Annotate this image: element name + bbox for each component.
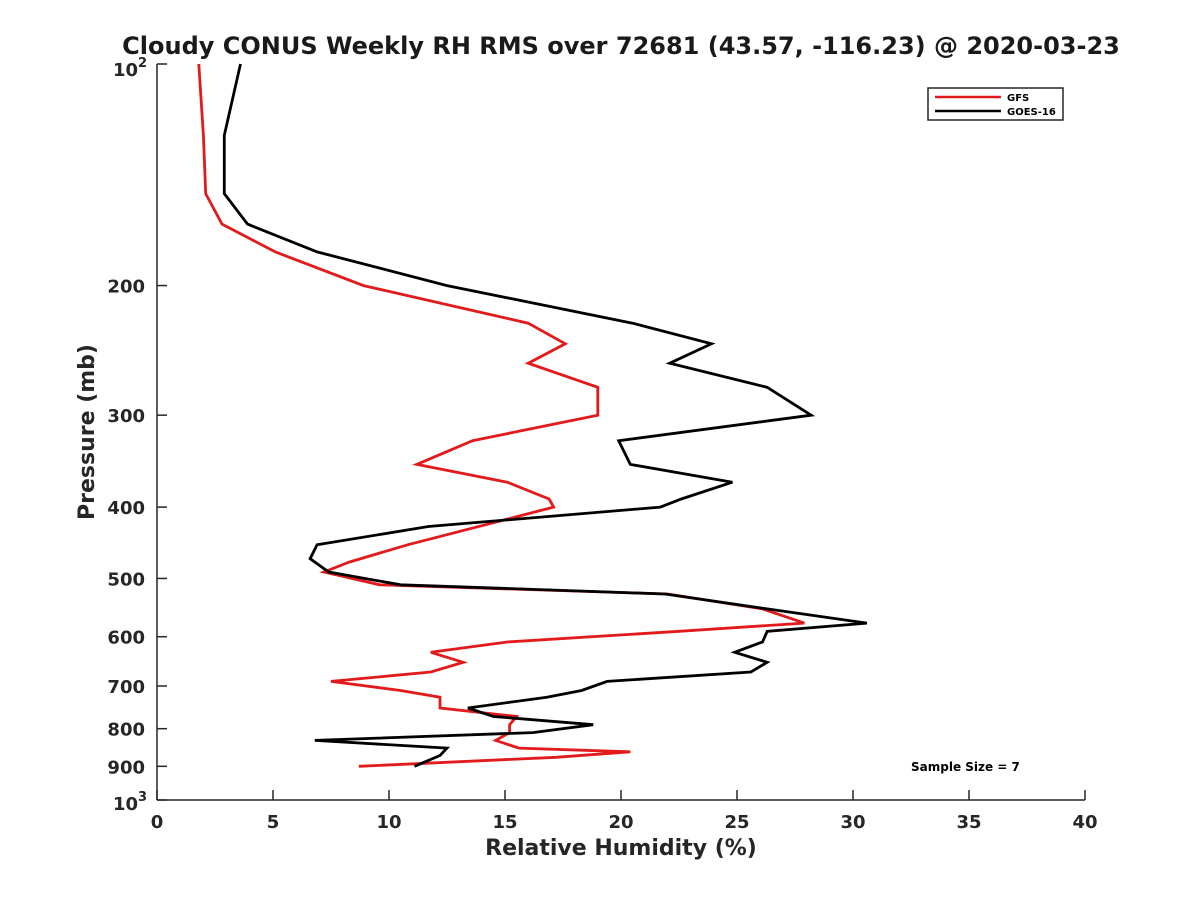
y-tick-label: 900	[107, 757, 145, 778]
x-tick-label: 30	[840, 812, 865, 833]
x-tick-label: 35	[956, 812, 981, 833]
svg-text:102: 102	[113, 56, 147, 81]
series-lines	[197, 63, 868, 768]
sample-size-annotation: Sample Size = 7	[911, 760, 1020, 774]
x-axis-label: Relative Humidity (%)	[485, 836, 757, 861]
y-top-exp: 2	[138, 56, 147, 71]
x-tick-label: 10	[376, 812, 401, 833]
legend-label-goes16: GOES-16	[1007, 107, 1056, 118]
y-axis-ticks: 200 300 400 500 600 700 800 900	[107, 63, 167, 801]
legend-label-gfs: GFS	[1007, 93, 1029, 104]
y-axis-bottom-label: 103	[113, 790, 147, 815]
chart-title: Cloudy CONUS Weekly RH RMS over 72681 (4…	[122, 32, 1120, 60]
plot-area: 0 5 10 15 20 25 30 35 40 200 300 400 500 600 700 800 90…	[107, 56, 1097, 833]
y-axis-label: Pressure (mb)	[75, 344, 100, 520]
legend-box	[927, 87, 1064, 121]
x-tick-label: 25	[724, 812, 749, 833]
x-tick-label: 5	[267, 812, 280, 833]
y-tick-label: 300	[107, 406, 145, 427]
y-tick-label: 800	[107, 720, 145, 741]
svg-text:103: 103	[113, 790, 147, 815]
x-axis-ticks: 0 5 10 15 20 25 30 35 40	[151, 790, 1098, 833]
y-tick-label: 200	[107, 277, 145, 298]
y-tick-label: 500	[107, 569, 145, 590]
series-line-gfs	[197, 63, 805, 768]
y-tick-label: 600	[107, 628, 145, 649]
y-bottom-base: 10	[113, 794, 138, 815]
x-tick-label: 15	[492, 812, 517, 833]
x-tick-label: 0	[151, 812, 164, 833]
y-tick-label: 400	[107, 498, 145, 519]
x-tick-label: 40	[1072, 812, 1097, 833]
y-bottom-exp: 3	[138, 790, 147, 805]
y-axis-top-label: 102	[113, 56, 147, 81]
y-top-base: 10	[113, 60, 138, 81]
x-tick-label: 20	[608, 812, 633, 833]
y-tick-label: 700	[107, 677, 145, 698]
series-line-goes16	[222, 63, 868, 768]
legend: GFS GOES-16	[927, 87, 1064, 121]
